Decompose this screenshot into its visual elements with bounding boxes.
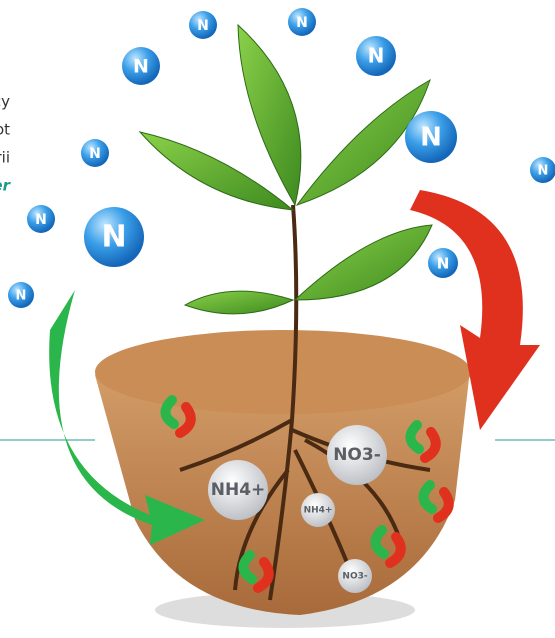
ion-label: NO3-	[333, 445, 381, 465]
ion-label: NH4+	[211, 480, 266, 500]
edge-text: rii	[0, 149, 10, 167]
n-label: N	[296, 15, 308, 31]
ion-label: NH4+	[304, 506, 333, 516]
n-label: N	[101, 220, 126, 255]
edge-text: er	[0, 177, 12, 195]
illustration: cy ot rii er N N N N N N N N N N N NH4+ NO3- NH4+ NO3-	[0, 0, 555, 638]
n-label: N	[437, 255, 450, 273]
soil-top	[95, 330, 471, 414]
edge-text: cy	[0, 93, 10, 111]
n-label: N	[16, 289, 27, 304]
ion-label: NO3-	[342, 572, 367, 582]
n-label: N	[35, 212, 47, 228]
n-label: N	[368, 44, 385, 68]
n-label: N	[420, 123, 442, 153]
n-label: N	[197, 18, 209, 34]
n-label: N	[538, 164, 549, 179]
n-label: N	[89, 146, 101, 162]
edge-text: ot	[0, 121, 10, 139]
n-label: N	[133, 56, 149, 78]
